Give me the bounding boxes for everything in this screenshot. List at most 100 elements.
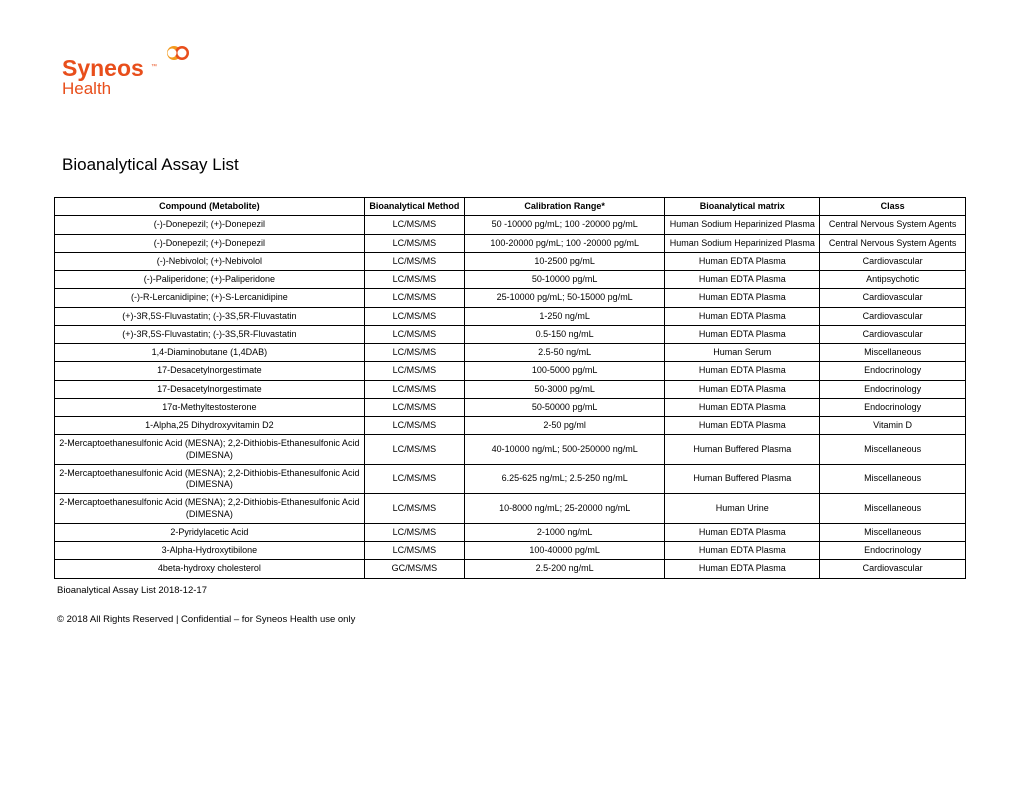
cell-matrix: Human Sodium Heparinized Plasma: [665, 216, 820, 234]
cell-class: Central Nervous System Agents: [820, 216, 966, 234]
cell-matrix: Human Serum: [665, 344, 820, 362]
col-header-matrix: Bioanalytical matrix: [665, 198, 820, 216]
cell-matrix: Human EDTA Plasma: [665, 560, 820, 578]
cell-compound: 1-Alpha,25 Dihydroxyvitamin D2: [55, 417, 365, 435]
table-row: 17-DesacetylnorgestimateLC/MS/MS100-5000…: [55, 362, 966, 380]
col-header-method: Bioanalytical Method: [364, 198, 464, 216]
cell-class: Cardiovascular: [820, 252, 966, 270]
cell-compound: 3-Alpha-Hydroxytibilone: [55, 542, 365, 560]
logo-text-top: Syneos: [62, 55, 144, 81]
page-title: Bioanalytical Assay List: [62, 155, 966, 175]
cell-class: Miscellaneous: [820, 523, 966, 541]
cell-range: 10-8000 ng/mL; 25-20000 ng/mL: [464, 494, 664, 524]
cell-compound: 4beta-hydroxy cholesterol: [55, 560, 365, 578]
cell-compound: 2-Pyridylacetic Acid: [55, 523, 365, 541]
cell-matrix: Human Urine: [665, 494, 820, 524]
cell-range: 100-5000 pg/mL: [464, 362, 664, 380]
cell-compound: 17-Desacetylnorgestimate: [55, 362, 365, 380]
cell-method: LC/MS/MS: [364, 271, 464, 289]
cell-matrix: Human EDTA Plasma: [665, 380, 820, 398]
cell-compound: 2-Mercaptoethanesulfonic Acid (MESNA); 2…: [55, 435, 365, 465]
cell-method: LC/MS/MS: [364, 307, 464, 325]
table-row: 2-Mercaptoethanesulfonic Acid (MESNA); 2…: [55, 494, 966, 524]
table-row: 1,4-Diaminobutane (1,4DAB)LC/MS/MS2.5-50…: [55, 344, 966, 362]
cell-class: Miscellaneous: [820, 435, 966, 465]
cell-range: 10-2500 pg/mL: [464, 252, 664, 270]
cell-compound: (-)-Donepezil; (+)-Donepezil: [55, 234, 365, 252]
table-row: (+)-3R,5S-Fluvastatin; (-)-3S,5R-Fluvast…: [55, 307, 966, 325]
svg-text:™: ™: [151, 63, 157, 70]
cell-matrix: Human Sodium Heparinized Plasma: [665, 234, 820, 252]
cell-class: Antipsychotic: [820, 271, 966, 289]
cell-method: LC/MS/MS: [364, 216, 464, 234]
cell-class: Miscellaneous: [820, 344, 966, 362]
table-row: (-)-Donepezil; (+)-DonepezilLC/MS/MS50 -…: [55, 216, 966, 234]
cell-compound: 2-Mercaptoethanesulfonic Acid (MESNA); 2…: [55, 464, 365, 494]
cell-compound: (+)-3R,5S-Fluvastatin; (-)-3S,5R-Fluvast…: [55, 325, 365, 343]
cell-class: Endocrinology: [820, 542, 966, 560]
cell-class: Endocrinology: [820, 362, 966, 380]
cell-range: 50-10000 pg/mL: [464, 271, 664, 289]
cell-method: LC/MS/MS: [364, 464, 464, 494]
cell-matrix: Human Buffered Plasma: [665, 435, 820, 465]
cell-matrix: Human EDTA Plasma: [665, 398, 820, 416]
cell-method: LC/MS/MS: [364, 289, 464, 307]
cell-method: LC/MS/MS: [364, 435, 464, 465]
cell-matrix: Human EDTA Plasma: [665, 523, 820, 541]
col-header-range: Calibration Range*: [464, 198, 664, 216]
cell-method: LC/MS/MS: [364, 542, 464, 560]
cell-matrix: Human EDTA Plasma: [665, 362, 820, 380]
cell-matrix: Human EDTA Plasma: [665, 307, 820, 325]
cell-range: 0.5-150 ng/mL: [464, 325, 664, 343]
cell-class: Endocrinology: [820, 380, 966, 398]
cell-method: LC/MS/MS: [364, 362, 464, 380]
cell-method: LC/MS/MS: [364, 398, 464, 416]
cell-method: LC/MS/MS: [364, 234, 464, 252]
cell-class: Vitamin D: [820, 417, 966, 435]
cell-range: 50 -10000 pg/mL; 100 -20000 pg/mL: [464, 216, 664, 234]
table-row: (+)-3R,5S-Fluvastatin; (-)-3S,5R-Fluvast…: [55, 325, 966, 343]
table-row: 2-Mercaptoethanesulfonic Acid (MESNA); 2…: [55, 464, 966, 494]
col-header-class: Class: [820, 198, 966, 216]
cell-range: 2-50 pg/ml: [464, 417, 664, 435]
table-row: (-)-Paliperidone; (+)-PaliperidoneLC/MS/…: [55, 271, 966, 289]
table-row: 2-Mercaptoethanesulfonic Acid (MESNA); 2…: [55, 435, 966, 465]
table-row: 17α-MethyltestosteroneLC/MS/MS50-50000 p…: [55, 398, 966, 416]
table-body: (-)-Donepezil; (+)-DonepezilLC/MS/MS50 -…: [55, 216, 966, 578]
table-row: 3-Alpha-HydroxytibiloneLC/MS/MS100-40000…: [55, 542, 966, 560]
cell-compound: (+)-3R,5S-Fluvastatin; (-)-3S,5R-Fluvast…: [55, 307, 365, 325]
logo-text-bottom: Health: [62, 79, 111, 98]
cell-method: LC/MS/MS: [364, 380, 464, 398]
table-header: Compound (Metabolite) Bioanalytical Meth…: [55, 198, 966, 216]
cell-method: LC/MS/MS: [364, 325, 464, 343]
footer-copyright: © 2018 All Rights Reserved | Confidentia…: [57, 614, 966, 625]
cell-compound: 1,4-Diaminobutane (1,4DAB): [55, 344, 365, 362]
footer-date-line: Bioanalytical Assay List 2018-12-17: [57, 585, 966, 596]
cell-matrix: Human EDTA Plasma: [665, 271, 820, 289]
cell-range: 1-250 ng/mL: [464, 307, 664, 325]
table-row: 17-DesacetylnorgestimateLC/MS/MS50-3000 …: [55, 380, 966, 398]
cell-compound: (-)-Donepezil; (+)-Donepezil: [55, 216, 365, 234]
cell-method: LC/MS/MS: [364, 523, 464, 541]
cell-range: 50-50000 pg/mL: [464, 398, 664, 416]
cell-compound: 17α-Methyltestosterone: [55, 398, 365, 416]
table-row: 2-Pyridylacetic AcidLC/MS/MS2-1000 ng/mL…: [55, 523, 966, 541]
cell-class: Endocrinology: [820, 398, 966, 416]
cell-class: Cardiovascular: [820, 325, 966, 343]
cell-range: 25-10000 pg/mL; 50-15000 pg/mL: [464, 289, 664, 307]
cell-method: LC/MS/MS: [364, 252, 464, 270]
cell-range: 2.5-50 ng/mL: [464, 344, 664, 362]
cell-method: LC/MS/MS: [364, 417, 464, 435]
cell-class: Miscellaneous: [820, 494, 966, 524]
cell-method: GC/MS/MS: [364, 560, 464, 578]
cell-matrix: Human EDTA Plasma: [665, 542, 820, 560]
assay-table: Compound (Metabolite) Bioanalytical Meth…: [54, 197, 966, 579]
cell-compound: (-)-Paliperidone; (+)-Paliperidone: [55, 271, 365, 289]
cell-class: Cardiovascular: [820, 307, 966, 325]
cell-range: 40-10000 ng/mL; 500-250000 ng/mL: [464, 435, 664, 465]
document-page: Syneos ™ Health Bioanalytical Assay List…: [0, 0, 1020, 788]
col-header-compound: Compound (Metabolite): [55, 198, 365, 216]
cell-compound: 17-Desacetylnorgestimate: [55, 380, 365, 398]
cell-method: LC/MS/MS: [364, 344, 464, 362]
table-row: (-)-Nebivolol; (+)-NebivololLC/MS/MS10-2…: [55, 252, 966, 270]
